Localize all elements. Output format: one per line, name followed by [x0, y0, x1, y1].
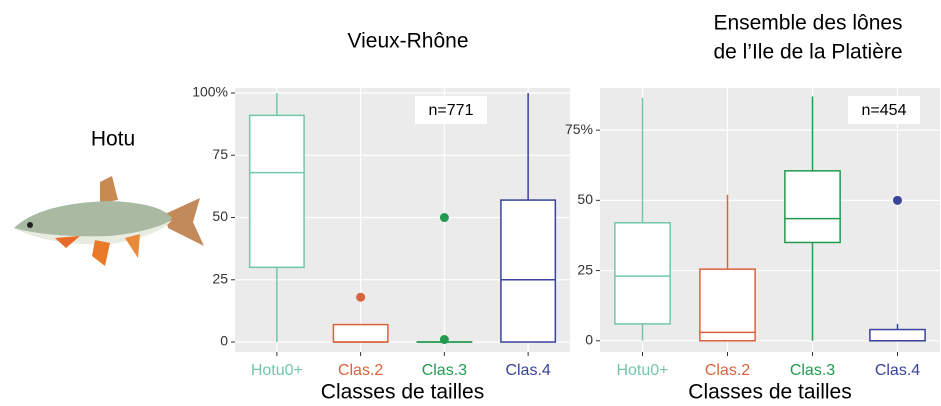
species-label: Hotu [91, 128, 135, 151]
x-tick-label: Clas.2 [705, 362, 750, 379]
outlier [356, 292, 366, 302]
x-tick-label: Clas.3 [422, 362, 467, 379]
x-tick-label: Clas.4 [505, 362, 550, 379]
x-axis-label: Classes de tailles [321, 381, 484, 404]
y-tick-label: 25 [212, 270, 228, 286]
y-tick-label: 50 [212, 208, 228, 224]
chart-title: Vieux-Rhône [347, 30, 468, 53]
outlier [439, 213, 449, 223]
box [869, 328, 926, 342]
y-tick-label: 50 [577, 191, 593, 207]
box [699, 268, 756, 342]
annotation-box [848, 96, 920, 124]
x-tick-label: Clas.3 [790, 362, 835, 379]
outlier [439, 335, 449, 345]
box [784, 170, 841, 244]
annotation: n=454 [862, 102, 907, 119]
y-tick-label: 25 [577, 261, 593, 277]
x-tick-label: Clas.2 [338, 362, 383, 379]
chart-title: de l’Ile de la Platière [713, 41, 902, 64]
x-tick-label: Hotu0+ [616, 362, 668, 379]
annotation-box [415, 96, 487, 124]
outlier [893, 195, 902, 205]
x-axis-label: Classes de tailles [688, 381, 851, 404]
box [332, 323, 389, 343]
y-tick-label: 100% [192, 84, 228, 100]
fish-illustration [14, 176, 204, 266]
annotation: n=771 [429, 102, 474, 119]
y-tick-label: 75% [565, 121, 593, 137]
x-tick-label: Hotu0+ [251, 362, 303, 379]
box [248, 114, 305, 269]
y-tick-label: 75 [212, 146, 228, 162]
y-tick-label: 0 [585, 331, 593, 347]
box [614, 222, 671, 325]
chart-title: Ensemble des lônes [713, 12, 902, 35]
box [500, 199, 557, 343]
x-tick-label: Clas.4 [875, 362, 920, 379]
y-tick-label: 0 [220, 333, 228, 349]
